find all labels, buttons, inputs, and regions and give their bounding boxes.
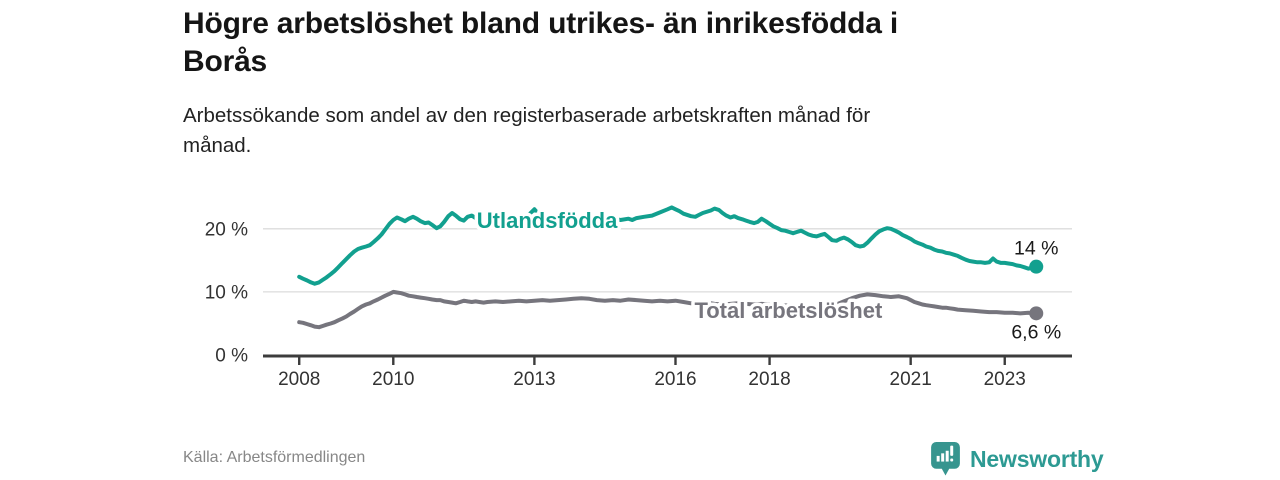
- series-end-value: 14 %: [1014, 238, 1058, 260]
- x-tick-label: 2008: [278, 369, 320, 390]
- y-tick-label: 20 %: [205, 219, 248, 240]
- brand-name: Newsworthy: [970, 445, 1104, 472]
- series-end-value: 6,6 %: [1011, 321, 1061, 343]
- x-tick-label: 2013: [513, 369, 555, 390]
- x-tick-label: 2018: [748, 369, 790, 390]
- source-note: Källa: Arbetsförmedlingen: [183, 449, 366, 466]
- page-title: Högre arbetslöshet bland utrikes- än inr…: [183, 5, 1223, 81]
- newsworthy-logo: Newsworthy: [930, 440, 1104, 478]
- line-chart-svg: 2008 2010 2013 2016 2018 2021 2023 0 % 10 % 20 % U…: [205, 205, 1072, 390]
- y-tick-label: 10 %: [205, 282, 248, 303]
- subtitle-line-2: månad.: [183, 134, 252, 157]
- series-label-utlandsfodda: Utlandsfödda: [477, 208, 618, 233]
- series-label-total-arbetsloshet: Total arbetslöshet: [694, 298, 883, 323]
- x-tick-label: 2021: [890, 369, 932, 390]
- series-line-total-arbetsloshet: [297, 289, 1039, 330]
- series-end-dot: [1029, 259, 1044, 274]
- series-end-dot: [1029, 306, 1044, 321]
- y-tick-label: 0 %: [215, 346, 248, 367]
- title-line-2: Borås: [183, 45, 268, 78]
- chart-subtitle: Arbetssökande som andel av den registerb…: [183, 101, 1223, 161]
- x-tick-label: 2023: [984, 369, 1026, 390]
- x-tick-label: 2010: [372, 369, 414, 390]
- x-tick-label: 2016: [654, 369, 696, 390]
- title-line-1: Högre arbetslöshet bland utrikes- än inr…: [183, 7, 898, 40]
- line-chart: 2008 2010 2013 2016 2018 2021 2023 0 % 10 % 20 % U…: [180, 188, 1120, 403]
- series-line-utlandsfodda: [297, 205, 1039, 286]
- newsworthy-pin-bar-chart-icon: [931, 441, 960, 476]
- subtitle-line-1: Arbetssökande som andel av den registerb…: [183, 104, 871, 127]
